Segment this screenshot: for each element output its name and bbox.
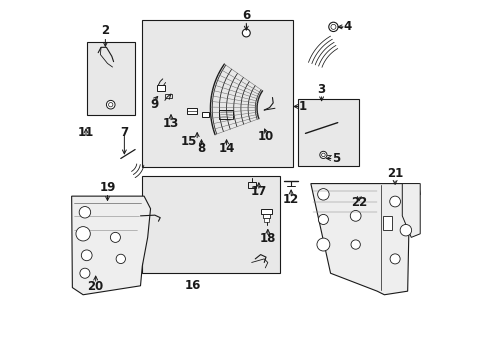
Text: 11: 11	[78, 126, 94, 139]
Text: 16: 16	[184, 279, 200, 292]
Text: 6: 6	[242, 9, 250, 22]
Circle shape	[81, 250, 92, 261]
Bar	[202, 112, 209, 117]
Circle shape	[116, 254, 125, 264]
Text: 21: 21	[386, 167, 403, 180]
Text: 19: 19	[99, 181, 116, 194]
Polygon shape	[310, 184, 419, 295]
Circle shape	[319, 151, 326, 158]
Bar	[263, 214, 270, 218]
Circle shape	[350, 240, 360, 249]
Text: 5: 5	[332, 152, 340, 165]
Text: 18: 18	[259, 232, 275, 245]
Text: 10: 10	[257, 130, 274, 143]
Text: 15: 15	[181, 135, 197, 148]
Text: 17: 17	[250, 185, 266, 198]
Text: 13: 13	[163, 117, 179, 130]
Bar	[142, 176, 280, 273]
Bar	[157, 85, 165, 91]
Circle shape	[317, 189, 328, 200]
Bar	[142, 21, 292, 167]
Circle shape	[242, 29, 250, 37]
Text: 4: 4	[343, 21, 351, 33]
Circle shape	[80, 268, 90, 278]
Text: 22: 22	[350, 196, 366, 209]
Text: 9: 9	[150, 98, 158, 111]
Text: 2: 2	[101, 23, 109, 37]
Text: 12: 12	[283, 193, 299, 206]
Text: 8: 8	[197, 142, 205, 156]
Polygon shape	[402, 184, 419, 237]
Bar	[298, 99, 359, 166]
Bar	[382, 216, 391, 230]
Bar	[86, 42, 135, 116]
Bar	[219, 110, 233, 119]
Text: 7: 7	[120, 126, 128, 139]
Circle shape	[316, 238, 329, 251]
Circle shape	[318, 215, 328, 225]
Circle shape	[76, 226, 90, 241]
Circle shape	[79, 207, 90, 218]
Text: 14: 14	[218, 142, 234, 156]
Circle shape	[110, 232, 120, 242]
Text: 3: 3	[317, 83, 325, 96]
Circle shape	[399, 225, 411, 236]
Text: 20: 20	[87, 280, 103, 293]
Circle shape	[389, 196, 400, 207]
Polygon shape	[72, 196, 150, 295]
Circle shape	[389, 254, 399, 264]
Bar	[187, 108, 197, 114]
Circle shape	[349, 211, 360, 221]
Circle shape	[106, 100, 115, 109]
Text: 1: 1	[298, 100, 306, 113]
Circle shape	[328, 22, 337, 32]
Bar	[164, 94, 172, 98]
Bar	[247, 182, 255, 188]
Bar	[264, 218, 269, 222]
Bar	[261, 209, 271, 214]
